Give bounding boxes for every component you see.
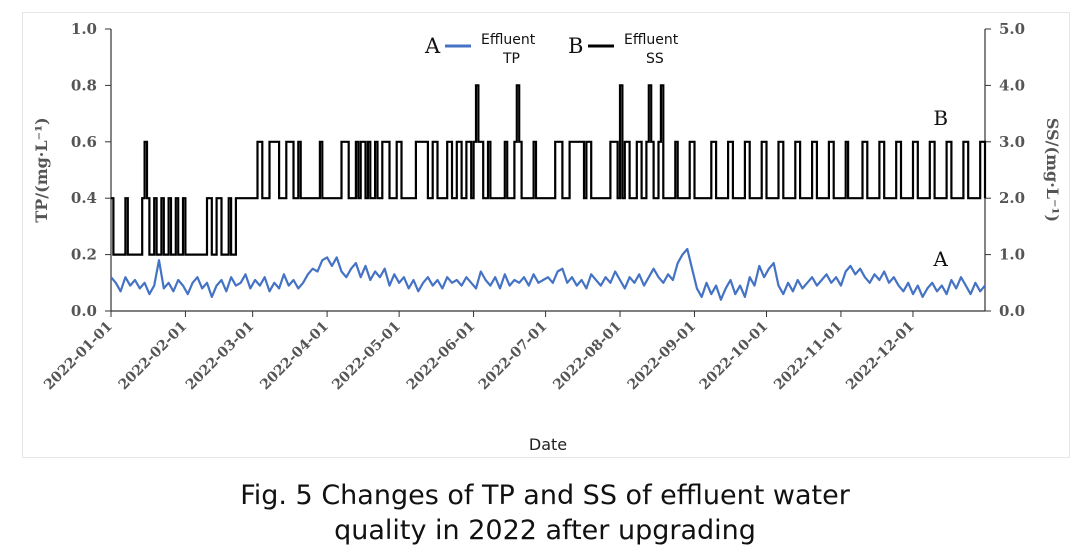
x-tick-label: 2022-07-01 — [476, 319, 551, 394]
tp-series-group — [110, 247, 986, 301]
x-tick-label: 2022-10-01 — [697, 319, 772, 394]
x-axis-label: Date — [529, 435, 567, 454]
x-tick-label: 2022-12-01 — [843, 319, 918, 394]
ss-series-line — [111, 84, 987, 256]
y-right-tick-label: 0.0 — [999, 302, 1025, 320]
annotation-B: B — [933, 106, 948, 130]
y-right-tick-label: 2.0 — [999, 189, 1025, 207]
legend-key-B: B — [568, 34, 583, 58]
y-left-tick-label: 0.6 — [71, 133, 97, 151]
figure-caption: Fig. 5 Changes of TP and SS of effluent … — [0, 478, 1090, 548]
legend-label-A: Effluent — [481, 32, 536, 48]
x-tick-label: 2022-09-01 — [625, 319, 700, 394]
x-tick-label: 2022-06-01 — [404, 319, 479, 394]
legend-label-B-2: SS — [646, 51, 664, 67]
caption-line-2: quality in 2022 after upgrading — [334, 515, 756, 546]
chart: 0.0 0.2 0.4 0.6 0.8 1.0 0.0 1.0 2.0 3.0 4.0 5.0 2022… — [32, 20, 1062, 454]
x-tick-label: 2022-01-01 — [41, 319, 116, 394]
ss-series-group — [111, 84, 987, 256]
y-left-tick-label: 0.0 — [71, 302, 97, 320]
legend-key-A: A — [424, 34, 441, 58]
y-right-tick-label: 1.0 — [999, 246, 1025, 264]
annotation-A: A — [932, 247, 948, 271]
x-tick-label: 2022-05-01 — [329, 319, 404, 394]
y-left-tick-label: 1.0 — [71, 20, 97, 38]
chart-frame: 0.0 0.2 0.4 0.6 0.8 1.0 0.0 1.0 2.0 3.0 4.0 5.0 2022… — [22, 12, 1070, 458]
legend-label-B: Effluent — [624, 32, 679, 48]
y-axis-left-label: TP/(mg·L⁻¹) — [32, 117, 51, 222]
y-right-tick-label: 3.0 — [999, 133, 1025, 151]
x-tick-label: 2022-11-01 — [771, 319, 846, 394]
legend-label-A-2: TP — [502, 51, 520, 67]
y-right-tick-label: 4.0 — [999, 76, 1025, 94]
y-left-tick-label: 0.2 — [71, 246, 97, 264]
caption-line-1: Fig. 5 Changes of TP and SS of effluent … — [240, 480, 850, 511]
x-tick-label: 2022-04-01 — [257, 319, 332, 394]
tp-series-line — [110, 247, 986, 301]
y-left-tick-label: 0.8 — [71, 76, 97, 94]
x-tick-label: 2022-03-01 — [183, 319, 258, 394]
y-axis-right-label: SS/(mg·L⁻¹) — [1043, 118, 1062, 222]
axes-group — [105, 28, 991, 317]
y-right-tick-label: 5.0 — [999, 20, 1025, 38]
x-tick-label: 2022-08-01 — [550, 319, 625, 394]
y-left-tick-label: 0.4 — [71, 189, 97, 207]
x-tick-label: 2022-02-01 — [116, 319, 191, 394]
